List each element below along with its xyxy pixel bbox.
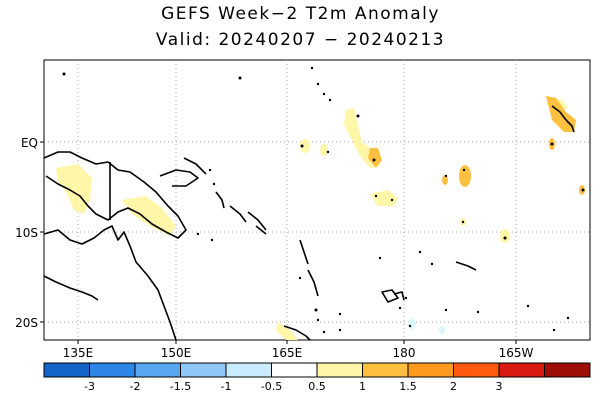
map-frame xyxy=(43,59,591,341)
lat-label: 20S xyxy=(15,316,38,330)
anomaly-light-caledonia xyxy=(276,322,298,340)
coast-caledonia xyxy=(283,325,311,341)
colorbar-swatch xyxy=(43,362,90,378)
coastlines xyxy=(43,105,575,341)
coast-solomons-b xyxy=(247,211,267,231)
anomaly-faint-cool-b xyxy=(439,326,445,334)
lon-ticks xyxy=(77,340,517,344)
coast-bougainville xyxy=(215,191,225,209)
anomaly-medium-nauru xyxy=(368,148,382,168)
colorbar-swatch xyxy=(225,362,272,378)
colorbar-tick-label: -2 xyxy=(130,380,141,393)
anomaly-light-png-north xyxy=(56,164,92,214)
colorbar-swatch xyxy=(453,362,500,378)
chart-title: GEFS Week−2 T2m Anomaly xyxy=(161,4,440,24)
coast-samoa xyxy=(455,261,477,271)
colorbar-swatch xyxy=(498,362,545,378)
colorbar-tick-label: -1.5 xyxy=(170,380,191,393)
coast-solomons-a xyxy=(229,205,247,223)
colorbar-tick-label: 3 xyxy=(496,380,503,393)
lat-ticks xyxy=(40,141,44,323)
anomaly-faint-cool-a xyxy=(408,319,416,329)
colorbar-tick-label: -3 xyxy=(84,380,95,393)
colorbar-tick-label: 2 xyxy=(450,380,457,393)
island-dots xyxy=(62,66,585,334)
colorbar-tick-label: 1 xyxy=(359,380,366,393)
anomaly-light-equator-b xyxy=(320,144,328,156)
chart-subtitle: Valid: 20240207 − 20240213 xyxy=(155,30,446,50)
lon-label: 165E xyxy=(272,346,303,360)
coast-new-britain xyxy=(159,169,199,187)
anomaly-light-tuvalu xyxy=(370,190,398,206)
lon-label: 180 xyxy=(393,346,416,360)
coast-solomons-c xyxy=(255,225,267,235)
coast-hawaii-a xyxy=(551,105,567,121)
colorbar-tick-label: 0.5 xyxy=(308,380,326,393)
coast-vanuatu-a xyxy=(299,239,309,265)
coast-fiji-b xyxy=(393,291,405,301)
colorbar-labels: -3 -2 -1.5 -1 -0.5 0.5 1 1.5 2 3 xyxy=(84,380,502,393)
colorbar xyxy=(43,362,591,378)
colorbar-swatch xyxy=(89,362,136,378)
anomaly-medium-islands-b xyxy=(442,175,448,185)
coast-fiji-a xyxy=(381,289,399,303)
lat-label: 10S xyxy=(15,226,38,240)
colorbar-swatch xyxy=(134,362,181,378)
colorbar-tick-label: 1.5 xyxy=(399,380,417,393)
anomaly-medium-islands-a xyxy=(459,165,471,187)
anomaly-light-png-south xyxy=(122,196,176,236)
lon-label: 165W xyxy=(499,346,534,360)
colorbar-swatch xyxy=(407,362,454,378)
coast-hawaii-b xyxy=(565,119,575,133)
lon-label: 135E xyxy=(63,346,94,360)
latitude-labels: EQ 10S 20S xyxy=(15,136,38,330)
anomaly-light-tokelau xyxy=(500,229,510,243)
colorbar-tick-label: -0.5 xyxy=(261,380,282,393)
anomaly-light-equator-a xyxy=(300,139,310,153)
coast-new-ireland xyxy=(183,157,207,175)
lon-label: 150E xyxy=(161,346,192,360)
coast-vanuatu-b xyxy=(307,269,319,297)
colorbar-swatch xyxy=(544,362,591,378)
longitude-labels: 135E 150E 165E 180 165W xyxy=(63,346,534,360)
colorbar-swatch xyxy=(316,362,363,378)
colorbar-swatch xyxy=(362,362,409,378)
coast-new-guinea xyxy=(43,151,187,239)
coast-australia xyxy=(43,225,177,341)
lat-label: EQ xyxy=(21,136,38,150)
anomaly-patches xyxy=(56,96,585,340)
colorbar-swatch xyxy=(180,362,227,378)
coast-gulf-carpentaria xyxy=(43,275,99,301)
colorbar-tick-label: -1 xyxy=(221,380,232,393)
colorbar-swatch xyxy=(271,362,318,378)
